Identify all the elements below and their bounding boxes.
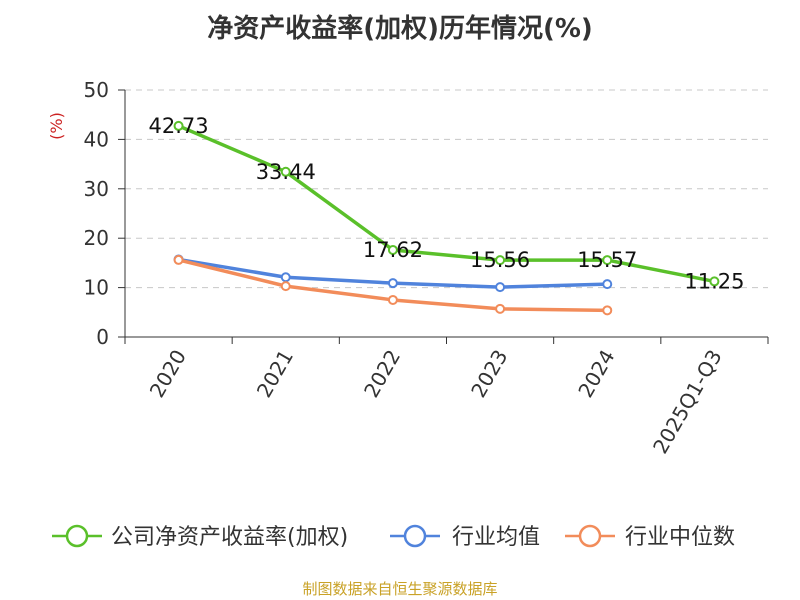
data-point — [280, 281, 291, 292]
y-axis-label: (%) — [47, 112, 66, 140]
legend-marker-1 — [403, 524, 427, 548]
data-point — [602, 255, 613, 266]
x-tick-label: 2021 — [252, 346, 298, 402]
data-point — [387, 244, 398, 255]
data-label: 15.56 — [470, 248, 530, 272]
x-tick-label: 2022 — [359, 346, 405, 402]
data-point — [387, 278, 398, 289]
data-point — [602, 305, 613, 316]
data-label: 17.62 — [363, 238, 423, 262]
data-point — [709, 276, 720, 287]
legend-label-2: 行业中位数 — [625, 525, 735, 550]
y-tick-label: 0 — [96, 325, 109, 349]
data-label: 15.57 — [577, 248, 637, 272]
data-point — [495, 303, 506, 314]
y-tick-label: 30 — [84, 177, 109, 201]
data-source-note: 制图数据来自恒生聚源数据库 — [302, 580, 498, 598]
legend-label-0: 公司净资产收益率(加权) — [111, 525, 348, 550]
y-tick-label: 50 — [84, 78, 109, 102]
y-tick-label: 40 — [84, 127, 109, 151]
data-point — [495, 255, 506, 266]
data-point — [387, 294, 398, 305]
legend-marker-2 — [578, 524, 602, 548]
x-tick-label: 2024 — [573, 346, 619, 402]
x-tick-label: 2020 — [145, 346, 191, 402]
chart-title: 净资产收益率(加权)历年情况(%) — [207, 14, 593, 44]
data-point — [173, 120, 184, 131]
y-tick-label: 20 — [84, 226, 109, 250]
data-point — [280, 166, 291, 177]
x-tick-label: 2023 — [466, 346, 512, 402]
data-point — [280, 272, 291, 283]
data-point — [495, 282, 506, 293]
legend-marker-0 — [65, 524, 89, 548]
x-tick-label: 2025Q1-Q3 — [648, 346, 727, 458]
data-point — [602, 279, 613, 290]
y-tick-label: 10 — [84, 276, 109, 300]
data-label: 33.44 — [256, 160, 316, 184]
data-point — [173, 254, 184, 265]
data-label: 11.25 — [684, 269, 744, 293]
data-label: 42.73 — [149, 114, 209, 138]
legend-label-1: 行业均值 — [452, 525, 540, 550]
series-line-0 — [177, 124, 715, 284]
